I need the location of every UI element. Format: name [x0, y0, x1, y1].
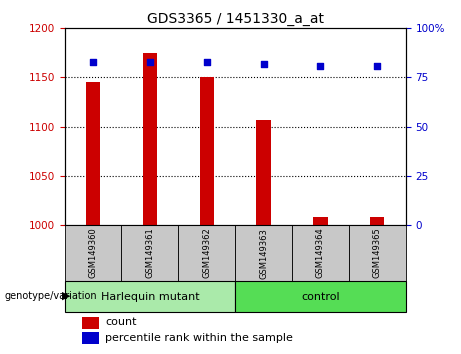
Text: count: count	[106, 318, 137, 327]
Bar	[65, 225, 121, 281]
Text: ▶: ▶	[62, 291, 71, 301]
Text: GSM149360: GSM149360	[89, 228, 97, 279]
Point	[203, 59, 210, 64]
Bar	[178, 225, 235, 281]
Bar	[370, 217, 384, 225]
Title: GDS3365 / 1451330_a_at: GDS3365 / 1451330_a_at	[147, 12, 324, 26]
Point	[317, 63, 324, 68]
Text: GSM149362: GSM149362	[202, 228, 211, 279]
Text: control: control	[301, 292, 340, 302]
Bar	[349, 225, 406, 281]
Point	[260, 61, 267, 67]
Bar	[82, 316, 99, 329]
Point	[89, 59, 97, 64]
Point	[146, 59, 154, 64]
Bar	[200, 78, 214, 225]
Text: Harlequin mutant: Harlequin mutant	[100, 292, 199, 302]
Text: GSM149365: GSM149365	[373, 228, 382, 279]
Bar	[235, 281, 406, 312]
Bar	[82, 332, 99, 344]
Bar	[292, 225, 349, 281]
Bar	[313, 217, 327, 225]
Text: GSM149363: GSM149363	[259, 228, 268, 279]
Text: percentile rank within the sample: percentile rank within the sample	[106, 333, 293, 343]
Bar	[121, 225, 178, 281]
Point	[373, 63, 381, 68]
Bar	[65, 281, 235, 312]
Bar	[86, 82, 100, 225]
Text: genotype/variation: genotype/variation	[5, 291, 97, 301]
Bar	[143, 53, 157, 225]
Text: GSM149361: GSM149361	[145, 228, 154, 279]
Bar	[256, 120, 271, 225]
Bar	[235, 225, 292, 281]
Text: GSM149364: GSM149364	[316, 228, 325, 279]
